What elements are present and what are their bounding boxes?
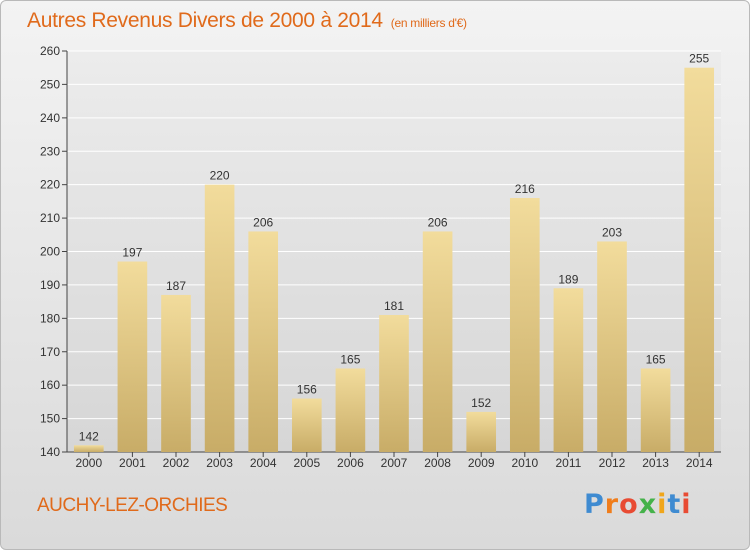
chart-title-unit: (en milliers d'€) bbox=[390, 16, 467, 30]
x-tick-label: 2012 bbox=[599, 456, 626, 470]
data-label: 165 bbox=[646, 352, 666, 366]
data-label: 203 bbox=[602, 225, 622, 239]
bar bbox=[422, 231, 453, 452]
x-tick-label: 2011 bbox=[555, 456, 581, 470]
logo-letter: P bbox=[584, 489, 605, 520]
data-label: 181 bbox=[384, 299, 404, 313]
data-label: 165 bbox=[340, 352, 360, 366]
logo-letter: i bbox=[657, 489, 668, 520]
y-tick-label: 170 bbox=[40, 345, 60, 359]
y-tick-label: 180 bbox=[40, 311, 60, 325]
data-label: 156 bbox=[297, 383, 317, 397]
y-tick-label: 140 bbox=[40, 445, 60, 459]
y-tick-label: 250 bbox=[40, 77, 60, 91]
data-label: 220 bbox=[210, 169, 230, 183]
data-label: 187 bbox=[166, 279, 186, 293]
logo-letter: r bbox=[604, 489, 620, 520]
bar bbox=[466, 411, 497, 452]
logo-letter: o bbox=[619, 489, 639, 520]
x-tick-label: 2013 bbox=[642, 456, 669, 470]
x-tick-label: 2004 bbox=[250, 456, 277, 470]
logo-letter: x bbox=[638, 489, 658, 520]
bar bbox=[73, 445, 104, 452]
data-label: 152 bbox=[471, 396, 491, 410]
chart-title-text: Autres Revenus Divers de 2000 à 2014 bbox=[27, 9, 383, 32]
data-label: 189 bbox=[558, 272, 578, 286]
bar bbox=[204, 184, 235, 452]
data-label: 206 bbox=[428, 215, 448, 229]
x-tick-label: 2009 bbox=[468, 456, 495, 470]
bar bbox=[248, 231, 279, 452]
bar bbox=[117, 261, 148, 452]
y-tick-label: 150 bbox=[40, 412, 60, 426]
bar bbox=[684, 67, 715, 452]
logo-letter: i bbox=[681, 489, 692, 520]
x-tick-label: 2006 bbox=[337, 456, 364, 470]
bar bbox=[161, 294, 191, 452]
x-tick-label: 2014 bbox=[686, 456, 713, 470]
place-name: AUCHY-LEZ-ORCHIES bbox=[37, 495, 228, 516]
logo-letter: t bbox=[667, 489, 682, 520]
x-tick-label: 2005 bbox=[293, 456, 320, 470]
data-label: 206 bbox=[253, 215, 273, 229]
y-tick-label: 260 bbox=[40, 44, 60, 58]
x-tick-label: 2007 bbox=[381, 456, 408, 470]
data-label: 197 bbox=[122, 246, 142, 260]
x-tick-label: 2008 bbox=[424, 456, 451, 470]
x-tick-label: 2001 bbox=[119, 456, 146, 470]
bar bbox=[509, 198, 540, 452]
x-tick-label: 2000 bbox=[75, 456, 102, 470]
y-tick-label: 210 bbox=[40, 211, 60, 225]
y-tick-label: 160 bbox=[40, 378, 60, 392]
x-tick-label: 2010 bbox=[511, 456, 538, 470]
bar bbox=[597, 241, 627, 452]
y-tick-label: 190 bbox=[40, 278, 60, 292]
data-label: 142 bbox=[79, 429, 99, 443]
bar bbox=[640, 368, 671, 452]
x-tick-label: 2002 bbox=[163, 456, 190, 470]
y-tick-label: 230 bbox=[40, 144, 60, 158]
bar bbox=[335, 368, 366, 452]
bar bbox=[379, 314, 409, 452]
y-tick-label: 240 bbox=[40, 111, 60, 125]
bar bbox=[291, 398, 322, 452]
data-label: 216 bbox=[515, 182, 535, 196]
proxiti-logo: Proxiti bbox=[584, 489, 692, 520]
data-label: 255 bbox=[689, 52, 709, 66]
y-tick-label: 220 bbox=[40, 178, 60, 192]
x-tick-label: 2003 bbox=[206, 456, 233, 470]
bar bbox=[553, 288, 584, 452]
chart-title: Autres Revenus Divers de 2000 à 2014 (en … bbox=[27, 9, 467, 33]
y-tick-label: 200 bbox=[40, 245, 60, 259]
